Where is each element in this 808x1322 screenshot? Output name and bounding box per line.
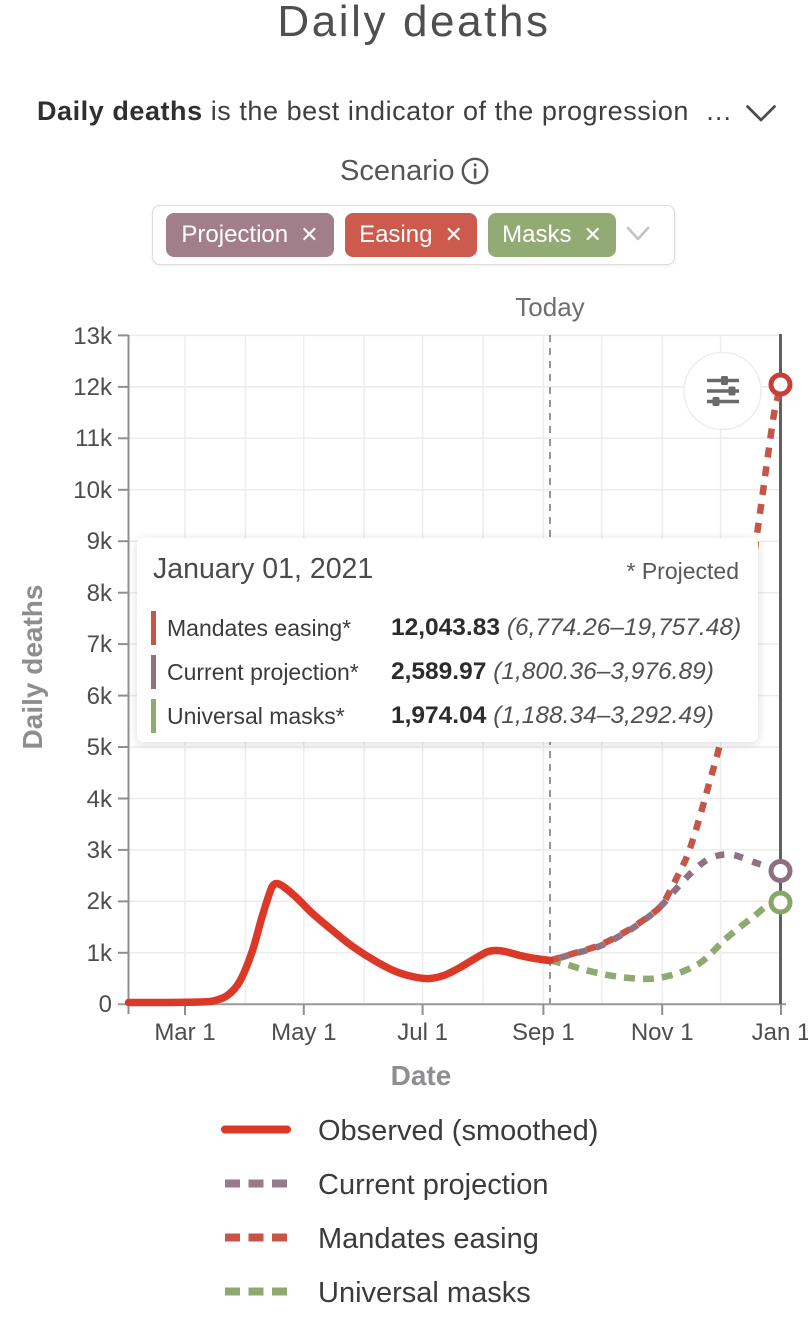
- svg-text:4k: 4k: [87, 786, 113, 813]
- svg-text:Date: Date: [391, 1060, 452, 1091]
- svg-text:5k: 5k: [87, 734, 113, 761]
- svg-text:11k: 11k: [75, 425, 113, 452]
- svg-text:3k: 3k: [87, 837, 113, 864]
- svg-text:6k: 6k: [87, 683, 113, 710]
- svg-text:7k: 7k: [87, 631, 113, 658]
- svg-text:0: 0: [99, 991, 112, 1018]
- svg-text:Sep 1: Sep 1: [512, 1019, 575, 1046]
- svg-text:Daily deaths: Daily deaths: [17, 585, 48, 750]
- svg-text:10k: 10k: [73, 477, 113, 504]
- svg-text:Today: Today: [515, 292, 584, 322]
- svg-text:Jul 1: Jul 1: [397, 1019, 448, 1046]
- svg-text:Observed (smoothed): Observed (smoothed): [318, 1115, 598, 1147]
- svg-text:2k: 2k: [87, 888, 113, 915]
- svg-text:May 1: May 1: [271, 1019, 336, 1046]
- svg-text:Mandates easing: Mandates easing: [318, 1223, 539, 1255]
- svg-text:13k: 13k: [73, 323, 113, 350]
- svg-text:12k: 12k: [73, 374, 113, 401]
- svg-text:8k: 8k: [87, 580, 113, 607]
- svg-text:9k: 9k: [87, 528, 113, 555]
- svg-text:Nov 1: Nov 1: [631, 1019, 694, 1046]
- svg-text:Jan 1: Jan 1: [752, 1019, 808, 1046]
- svg-text:Mar 1: Mar 1: [154, 1019, 215, 1046]
- svg-text:Current projection: Current projection: [318, 1169, 549, 1201]
- svg-text:Universal masks: Universal masks: [318, 1277, 531, 1309]
- svg-text:1k: 1k: [87, 940, 113, 967]
